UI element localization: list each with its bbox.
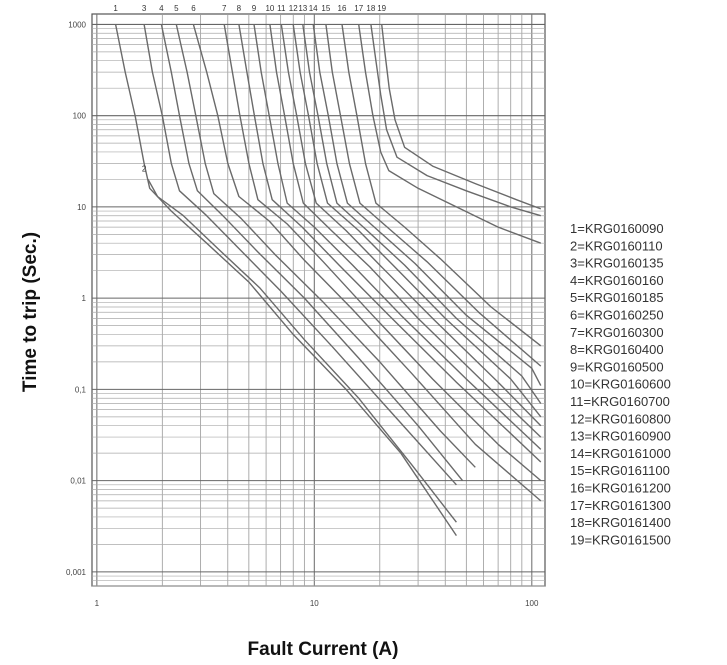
trip-curve-2 [147,179,457,523]
legend-entry-16: 16=KRG0161200 [570,481,671,496]
trip-curve-3 [143,24,457,486]
legend: 1=KRG0160090 2=KRG0160110 3=KRG0160135 4=KR… [570,221,671,547]
legend-entry-1: 1=KRG0160090 [570,221,664,236]
trip-curve-5 [175,24,476,468]
trip-curve-10 [269,24,542,438]
curve-number-16: 16 [338,4,347,13]
legend-entry-15: 15=KRG0161100 [570,463,670,478]
trip-curve-15 [325,24,542,367]
x-tick-label: 1 [95,599,100,608]
legend-entry-11: 11=KRG0160700 [570,394,670,409]
legend-entry-6: 6=KRG0160250 [570,308,664,323]
trip-curve-14 [312,24,542,386]
curve-number-5: 5 [174,4,179,13]
curve-number-12: 12 [289,4,298,13]
trip-curve-17 [358,24,542,244]
trip-curve-12 [292,24,542,418]
curve-number-2: 2 [142,164,147,173]
curve-number-9: 9 [252,4,257,13]
legend-entry-5: 5=KRG0160185 [570,290,664,305]
y-tick-label: 100 [73,112,87,121]
trip-curve-18 [370,24,541,217]
legend-entry-18: 18=KRG0161400 [570,515,671,530]
curve-number-15: 15 [321,4,330,13]
curve-number-1: 1 [113,4,118,13]
trip-curve-9 [253,24,542,450]
legend-entry-19: 19=KRG0161500 [570,532,671,547]
legend-entry-8: 8=KRG0160400 [570,342,664,357]
y-tick-label: 0,01 [70,477,86,486]
legend-entry-12: 12=KRG0160800 [570,411,671,426]
trip-curve-13 [302,24,542,404]
curve-number-3: 3 [142,4,147,13]
legend-entry-4: 4=KRG0160160 [570,273,664,288]
y-tick-label: 10 [77,203,86,212]
trip-curve-19 [381,24,542,210]
x-axis-title: Fault Current (A) [248,639,399,660]
x-tick-label: 10 [310,599,319,608]
y-tick-label: 1 [82,294,87,303]
trip-curves [114,24,542,536]
x-tick-label: 100 [525,599,539,608]
trip-curve-4 [160,24,464,482]
y-tick-label: 1000 [68,20,86,29]
legend-entry-17: 17=KRG0161300 [570,498,671,513]
legend-entry-13: 13=KRG0160900 [570,429,671,444]
curve-number-17: 17 [354,4,363,13]
curve-number-6: 6 [191,4,196,13]
trip-curve-7 [223,24,542,482]
curve-number-18: 18 [366,4,375,13]
y-axis-title: Time to trip (Sec.) [20,232,41,392]
legend-entry-7: 7=KRG0160300 [570,325,664,340]
legend-entry-9: 9=KRG0160500 [570,359,664,374]
trip-curve-6 [192,24,542,502]
trip-curve-11 [280,24,542,427]
curve-number-13: 13 [298,4,307,13]
legend-entry-2: 2=KRG0160110 [570,238,663,253]
legend-entry-14: 14=KRG0161000 [570,446,671,461]
trip-curve-16 [341,24,542,347]
curve-number-4: 4 [159,4,164,13]
plot-frame [91,13,546,587]
plot-grid [91,13,546,587]
axis-ticks: 1 10 100 1000 100 10 1 0,1 0,01 0,001 [66,20,539,608]
curve-number-8: 8 [237,4,242,13]
y-tick-label: 0,1 [75,385,87,394]
curve-number-19: 19 [377,4,386,13]
curve-number-11: 11 [277,4,286,13]
curve-number-7: 7 [222,4,227,13]
legend-entry-3: 3=KRG0160135 [570,256,664,271]
trip-curve-8 [238,24,542,463]
curve-number-14: 14 [309,4,318,13]
y-tick-label: 0,001 [66,568,87,577]
trip-curve-1 [114,24,457,536]
legend-entry-10: 10=KRG0160600 [570,377,671,392]
curve-numbers: 123 4 5 6 7 8 9 10 11 12 13 14 15 16 17 18 19 [113,4,386,173]
curve-number-10: 10 [265,4,274,13]
